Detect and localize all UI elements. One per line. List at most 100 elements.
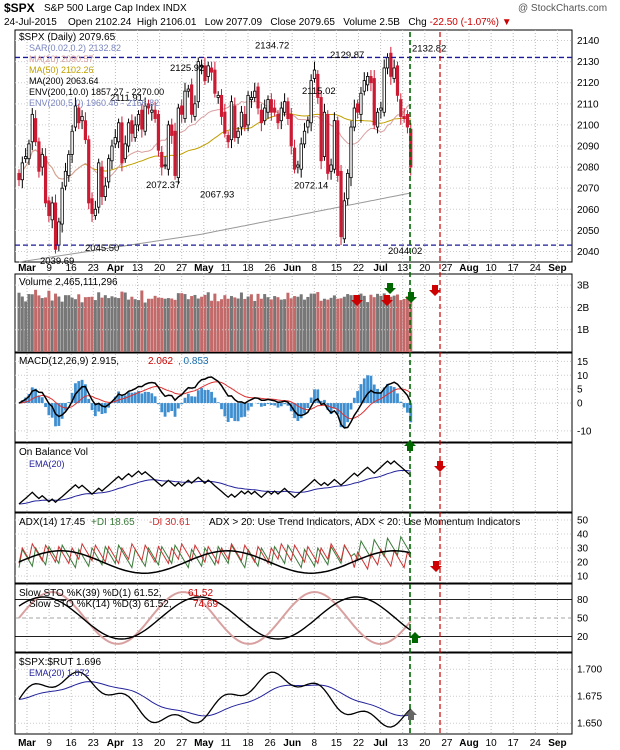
volume-bar bbox=[356, 298, 360, 352]
volume-bar bbox=[156, 297, 160, 352]
volume-bar bbox=[233, 297, 237, 352]
volume-bar bbox=[319, 300, 323, 352]
candle-body bbox=[402, 116, 406, 119]
candle-body bbox=[183, 90, 187, 119]
volume-bar bbox=[77, 294, 81, 352]
macd-histogram-bar bbox=[259, 403, 263, 407]
candle-body bbox=[322, 111, 327, 157]
volume-bar bbox=[352, 294, 356, 352]
macd-histogram-bar bbox=[279, 403, 283, 407]
candle-body bbox=[392, 67, 396, 79]
candle-body bbox=[389, 52, 393, 77]
candle-body bbox=[309, 80, 313, 124]
volume-bar bbox=[376, 293, 380, 352]
volume-bar bbox=[176, 293, 180, 352]
candle-body bbox=[93, 208, 97, 216]
x-axis-label: Aug bbox=[459, 738, 478, 749]
candle-body bbox=[276, 113, 280, 124]
x-axis-label: 17 bbox=[508, 738, 520, 749]
candle-body bbox=[50, 202, 54, 221]
buy-arrow-icon bbox=[404, 440, 416, 451]
candle-body bbox=[173, 130, 177, 176]
candle-body bbox=[190, 84, 194, 115]
price-legend-item: ENV(200,10.0) 1857.27 - 2270.00 bbox=[29, 87, 164, 97]
macd-histogram-bar bbox=[37, 395, 41, 404]
macd-histogram-bar bbox=[269, 403, 273, 405]
macd-histogram-bar bbox=[44, 403, 47, 408]
macd-histogram-bar bbox=[147, 391, 150, 404]
volume-bar bbox=[30, 294, 34, 352]
volume-bar bbox=[130, 296, 134, 352]
macd-histogram-bar bbox=[117, 391, 120, 404]
macd-histogram-bar bbox=[256, 403, 260, 404]
macd-histogram-bar bbox=[309, 397, 313, 404]
price-panel-title: $SPX (Daily) 2079.65 bbox=[19, 32, 116, 43]
macd-histogram-bar bbox=[143, 391, 147, 404]
volume-bar bbox=[193, 294, 197, 352]
macd-histogram-bar bbox=[50, 403, 54, 418]
volume-bar bbox=[196, 298, 200, 352]
adx-tick-label: 10 bbox=[577, 572, 589, 583]
price-legend-item: ENV(200,5.0) 1960.46 - 2166.82 bbox=[29, 98, 159, 108]
macd-histogram-bar bbox=[382, 387, 386, 404]
macd-tick-label: 5 bbox=[577, 385, 583, 396]
candle-body bbox=[216, 94, 220, 98]
candle-body bbox=[365, 76, 370, 86]
candle-body bbox=[249, 97, 253, 100]
candle-body bbox=[292, 147, 297, 170]
obv-ema-legend: EMA(20) bbox=[29, 459, 65, 469]
macd-histogram-bar bbox=[47, 403, 51, 416]
volume-bar bbox=[24, 301, 28, 352]
volume-bar bbox=[210, 300, 214, 352]
macd-histogram-bar bbox=[230, 403, 233, 419]
candle-body bbox=[63, 170, 68, 187]
volume-bar bbox=[117, 298, 121, 352]
candle-body bbox=[117, 122, 121, 143]
volume-bar bbox=[256, 293, 260, 352]
adx-tick-label: 50 bbox=[577, 516, 589, 527]
candle-body bbox=[180, 105, 184, 115]
macd-histogram-bar bbox=[286, 403, 290, 406]
x-axis-label: 16 bbox=[66, 738, 78, 749]
candle-body bbox=[306, 120, 310, 128]
candle-body bbox=[83, 120, 87, 141]
price-annotation: 2072.14 bbox=[294, 181, 328, 192]
candle-body bbox=[316, 73, 320, 98]
x-axis-label: Jun bbox=[283, 263, 301, 274]
candle-body bbox=[213, 69, 217, 94]
volume-bar bbox=[236, 298, 240, 352]
macd-histogram-bar bbox=[93, 403, 97, 417]
volume-bar bbox=[326, 299, 330, 352]
candle-body bbox=[133, 124, 137, 138]
price-annotation: 2111.91 bbox=[110, 93, 143, 104]
candle-body bbox=[153, 109, 157, 119]
macd-histogram-bar bbox=[246, 403, 250, 411]
candle-body bbox=[233, 105, 237, 138]
macd-histogram-bar bbox=[153, 396, 157, 404]
minus-di-value: -DI 30.61 bbox=[149, 517, 191, 528]
candle-body bbox=[369, 76, 373, 84]
volume-bar bbox=[103, 295, 107, 352]
candle-body bbox=[362, 80, 366, 92]
volume-bar bbox=[180, 293, 184, 352]
volume-bar bbox=[60, 301, 64, 352]
candle-body bbox=[405, 113, 410, 128]
minus-di-line bbox=[18, 542, 412, 571]
price-annotation: 2072.37 bbox=[146, 180, 180, 191]
candle-body bbox=[253, 90, 257, 98]
volume-bar bbox=[203, 294, 207, 352]
sto-tick-label: 20 bbox=[577, 632, 589, 643]
volume-bar bbox=[93, 300, 97, 352]
volume-bar bbox=[107, 298, 111, 352]
x-axis-label: 9 bbox=[46, 263, 52, 274]
volume-bar bbox=[20, 296, 24, 352]
volume-bar bbox=[389, 296, 393, 352]
volume-bar bbox=[309, 293, 313, 352]
macd-histogram-bar bbox=[130, 392, 134, 404]
macd-histogram-bar bbox=[402, 403, 406, 408]
candle-body bbox=[30, 113, 34, 143]
macd-histogram-bar bbox=[313, 389, 316, 404]
volume-bar bbox=[273, 296, 277, 352]
x-axis-label: 26 bbox=[265, 263, 277, 274]
candle-body bbox=[385, 57, 390, 69]
